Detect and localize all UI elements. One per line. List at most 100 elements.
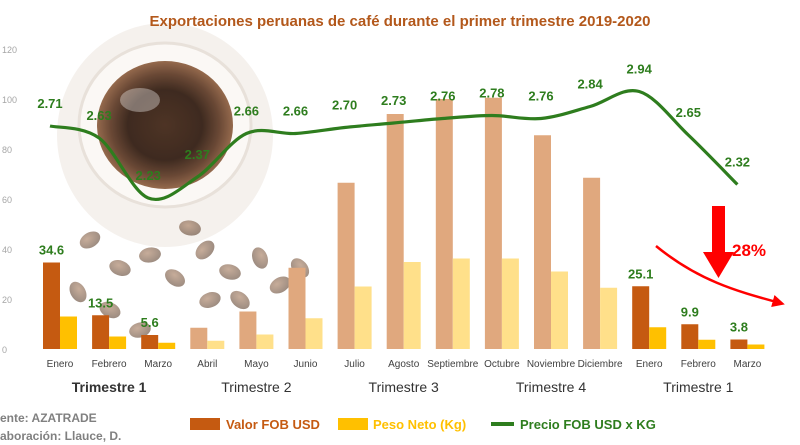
line-label-8: 2.76 — [430, 89, 455, 104]
coffee-bean-5 — [195, 240, 215, 260]
legend-swatch-valor-fob — [190, 418, 220, 430]
y-tick-label-120: 120 — [2, 45, 17, 55]
x-tick-label-14: Marzo — [734, 359, 762, 370]
coffee-bean-1 — [109, 260, 131, 276]
bar-label-1: 13.5 — [88, 295, 113, 310]
legend-label-peso-neto: Peso Neto (Kg) — [373, 417, 466, 432]
chart-title: Exportaciones peruanas de café durante e… — [149, 13, 650, 30]
coffee-bean-0 — [79, 231, 101, 249]
line-label-6: 2.70 — [332, 98, 357, 113]
line-label-7: 2.73 — [381, 93, 406, 108]
bar-valor-fob-9 — [484, 97, 502, 349]
coffee-highlight-shape — [120, 88, 160, 112]
y-tick-label-40: 40 — [2, 245, 12, 255]
bar-peso-neto-7 — [403, 262, 421, 349]
line-precio-fob — [49, 89, 739, 202]
bar-peso-neto-2 — [158, 342, 176, 349]
x-tick-label-10: Noviembre — [527, 359, 576, 370]
x-tick-label-8: Septiembre — [427, 359, 479, 370]
bar-peso-neto-12 — [649, 327, 667, 349]
line-label-14: 2.32 — [725, 155, 750, 170]
bar-peso-neto-6 — [354, 286, 372, 349]
line-label-1: 2.63 — [86, 108, 111, 123]
bar-valor-fob-10 — [534, 135, 551, 349]
x-tick-label-4: Mayo — [244, 359, 269, 370]
line-label-2: 2.23 — [136, 168, 161, 183]
quarter-labels: Trimestre 1 Trimestre 2 Trimestre 3 Trimest… — [72, 379, 734, 395]
bar-peso-neto-14 — [747, 344, 765, 349]
y-tick-label-0: 0 — [2, 345, 7, 355]
bar-peso-neto-4 — [256, 334, 274, 349]
coffee-surface-shape — [97, 61, 233, 189]
bar-series — [43, 97, 765, 349]
legend-label-precio-fob: Precio FOB USD x KG — [520, 417, 656, 432]
bar-peso-neto-11 — [600, 287, 618, 349]
down-arrow-shaft — [712, 206, 725, 254]
x-tick-label-3: Abril — [197, 359, 217, 370]
line-label-0: 2.71 — [37, 96, 62, 111]
source-line-1: ente: AZATRADE — [0, 411, 97, 425]
coffee-bean-10 — [179, 220, 201, 236]
coffee-bean-9 — [230, 290, 250, 310]
bar-valor-fob-3 — [190, 327, 208, 349]
x-tick-label-6: Julio — [344, 359, 365, 370]
bar-valor-fob-2 — [141, 335, 159, 349]
y-axis-ticks: 0 20 40 60 80 100 120 — [2, 45, 17, 355]
quarter-label-1: Trimestre 2 — [221, 379, 291, 395]
x-tick-label-9: Octubre — [484, 359, 520, 370]
line-label-9: 2.78 — [479, 86, 504, 101]
x-tick-label-12: Enero — [636, 359, 663, 370]
quarter-label-2: Trimestre 3 — [369, 379, 439, 395]
legend-swatch-peso-neto — [338, 418, 368, 430]
coffee-bean-3 — [139, 247, 161, 263]
bar-peso-neto-8 — [452, 258, 470, 349]
bar-valor-fob-4 — [239, 311, 257, 349]
x-tick-label-13: Febrero — [681, 359, 716, 370]
bar-valor-fob-12 — [632, 286, 650, 349]
y-tick-label-60: 60 — [2, 195, 12, 205]
bar-valor-fob-8 — [435, 99, 453, 349]
x-tick-label-2: Marzo — [144, 359, 172, 370]
coffee-bean-6 — [219, 264, 241, 280]
x-tick-label-7: Agosto — [388, 359, 420, 370]
x-tick-label-5: Junio — [294, 359, 318, 370]
line-label-11: 2.84 — [577, 77, 603, 92]
bar-label-13: 9.9 — [681, 304, 699, 319]
bar-peso-neto-5 — [305, 318, 323, 349]
bar-peso-neto-13 — [698, 339, 716, 349]
y-tick-label-20: 20 — [2, 295, 12, 305]
bar-peso-neto-1 — [109, 336, 127, 349]
coffee-bean-8 — [199, 292, 221, 308]
bar-valor-fob-13 — [681, 324, 699, 349]
bar-peso-neto-9 — [501, 258, 519, 349]
line-label-4: 2.66 — [234, 104, 259, 119]
coffee-bean-14 — [129, 322, 151, 338]
line-series — [49, 89, 739, 202]
bar-valor-fob-11 — [583, 177, 601, 349]
legend-label-valor-fob: Valor FOB USD — [226, 417, 320, 432]
line-label-5: 2.66 — [283, 104, 308, 119]
quarter-label-4: Trimestre 1 — [663, 379, 733, 395]
bar-peso-neto-3 — [207, 340, 225, 349]
coffee-bean-12 — [99, 301, 121, 319]
x-tick-label-11: Diciembre — [578, 359, 623, 370]
bar-valor-fob-0 — [43, 262, 60, 349]
bar-valor-fob-1 — [92, 315, 110, 349]
x-axis-labels: Enero Febrero Marzo Abril Mayo Junio Julio Agos… — [47, 359, 762, 370]
y-tick-label-80: 80 — [2, 145, 12, 155]
bar-valor-fob-5 — [288, 267, 306, 349]
line-label-3: 2.37 — [185, 147, 210, 162]
coffee-bean-7 — [252, 247, 268, 269]
bar-valor-fob-14 — [730, 339, 748, 349]
bar-valor-fob-7 — [386, 114, 404, 349]
bar-label-2: 5.6 — [141, 315, 159, 330]
bar-label-12: 25.1 — [628, 266, 653, 281]
bar-valor-fob-6 — [337, 182, 355, 349]
bar-peso-neto-10 — [551, 271, 568, 349]
x-tick-label-1: Febrero — [92, 359, 127, 370]
coffee-bean-2 — [69, 281, 87, 303]
coffee-bean-11 — [269, 276, 291, 294]
source-line-2: aboración: Llauce, D. — [0, 429, 121, 443]
legend: Valor FOB USD Peso Neto (Kg) Precio FOB … — [190, 417, 656, 432]
